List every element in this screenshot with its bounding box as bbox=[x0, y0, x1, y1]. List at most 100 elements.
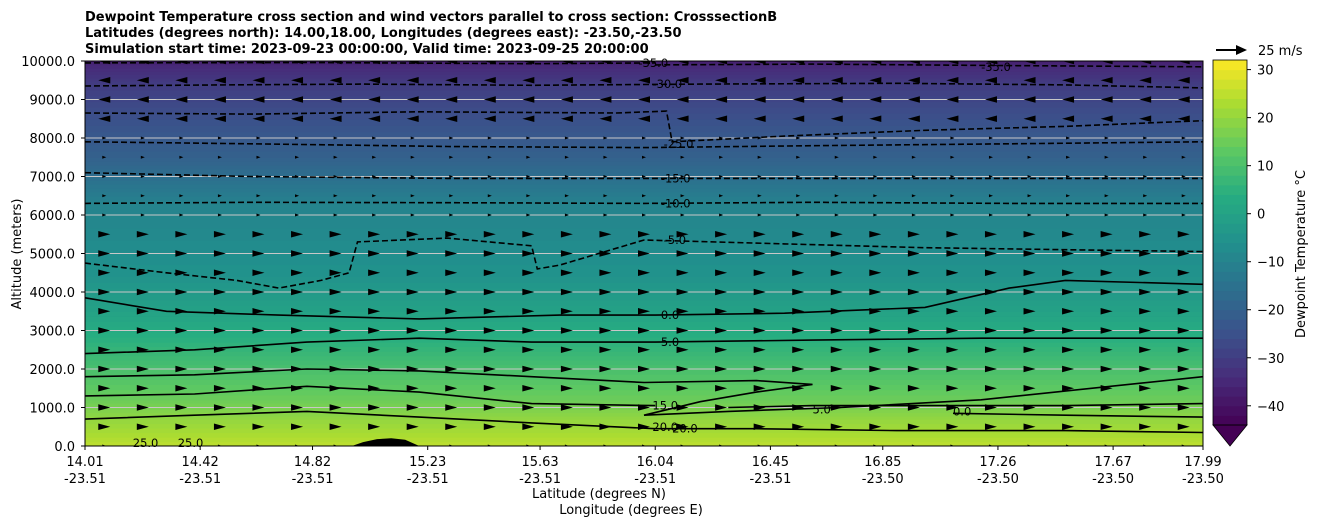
wind-vector bbox=[98, 327, 111, 334]
dewpoint-band bbox=[85, 157, 1203, 162]
wind-vector bbox=[792, 77, 805, 84]
wind-vector bbox=[98, 385, 111, 392]
wind-vector bbox=[757, 194, 762, 198]
wind-vector bbox=[830, 77, 843, 84]
wind-vector bbox=[560, 77, 573, 84]
dewpoint-band bbox=[85, 80, 1203, 85]
wind-vector bbox=[368, 231, 381, 238]
wind-vector bbox=[1143, 155, 1148, 159]
wind-vector bbox=[830, 327, 843, 334]
x-axis-label-latitude: Latitude (degrees N) bbox=[532, 487, 666, 502]
contour-label: -35.0 bbox=[638, 56, 668, 70]
wind-vector bbox=[560, 327, 573, 334]
wind-vector bbox=[406, 288, 419, 296]
wind-vector bbox=[406, 77, 419, 84]
dewpoint-band bbox=[85, 441, 1203, 446]
wind-vector bbox=[329, 61, 342, 65]
wind-vector bbox=[445, 404, 458, 411]
y-tick-label: 4000.0 bbox=[30, 286, 76, 301]
wind-vector bbox=[136, 288, 149, 296]
wind-vector bbox=[715, 385, 728, 392]
wind-vector bbox=[372, 175, 377, 178]
dewpoint-band bbox=[85, 369, 1203, 375]
wind-vector bbox=[406, 346, 419, 353]
colorbar-segment bbox=[1213, 136, 1247, 147]
wind-vector bbox=[140, 136, 145, 140]
dewpoint-band bbox=[85, 74, 1203, 79]
wind-vector bbox=[483, 269, 496, 276]
colorbar-segment bbox=[1213, 98, 1247, 109]
wind-vector bbox=[642, 136, 646, 140]
wind-vector bbox=[792, 404, 805, 411]
wind-vector bbox=[329, 308, 342, 315]
wind-vector bbox=[368, 404, 381, 411]
wind-vector bbox=[483, 327, 496, 334]
wind-vector bbox=[368, 115, 381, 122]
wind-vector bbox=[295, 194, 300, 198]
wind-vector bbox=[368, 250, 381, 257]
wind-vector bbox=[638, 269, 650, 276]
wind-vector bbox=[179, 175, 184, 178]
wind-vector bbox=[757, 213, 762, 217]
wind-vector bbox=[136, 269, 149, 276]
x-tick-label-lon: -23.50 bbox=[977, 472, 1019, 487]
dewpoint-band bbox=[85, 188, 1203, 193]
wind-vector bbox=[256, 194, 261, 198]
wind-vector bbox=[410, 175, 415, 178]
wind-vector bbox=[907, 404, 920, 411]
wind-vector bbox=[715, 250, 728, 257]
x-tick-label-lon: -23.51 bbox=[519, 472, 561, 487]
wind-vector bbox=[946, 327, 959, 334]
wind-vector bbox=[406, 96, 419, 103]
contour-line bbox=[85, 368, 1203, 416]
wind-vector bbox=[252, 231, 265, 238]
colorbar-segment bbox=[1213, 290, 1247, 301]
wind-vector bbox=[368, 423, 381, 430]
colorbar-segment bbox=[1213, 252, 1247, 263]
wind-vector bbox=[907, 61, 920, 65]
wind-vector bbox=[719, 213, 724, 217]
wind-vector bbox=[792, 423, 805, 430]
quiver-key-arrowhead bbox=[1236, 45, 1247, 55]
wind-vector bbox=[676, 404, 689, 411]
wind-vector bbox=[796, 136, 801, 140]
terrain bbox=[351, 438, 420, 446]
colorbar-segment bbox=[1213, 108, 1247, 119]
wind-vector bbox=[873, 213, 878, 217]
wind-vector bbox=[252, 115, 265, 122]
colorbar-segment bbox=[1213, 175, 1247, 186]
wind-vector bbox=[213, 365, 226, 373]
wind-vector bbox=[560, 115, 573, 122]
wind-vector bbox=[252, 250, 265, 257]
wind-vector bbox=[988, 194, 993, 198]
wind-vector bbox=[333, 155, 338, 159]
wind-vector bbox=[869, 231, 882, 238]
colorbar-label: Dewpoint Temperature °C bbox=[1294, 170, 1309, 338]
wind-vector bbox=[179, 155, 184, 159]
dewpoint-band bbox=[85, 399, 1203, 404]
contour-line bbox=[85, 385, 656, 407]
wind-vector bbox=[830, 115, 843, 122]
wind-vector bbox=[449, 155, 454, 159]
wind-vector bbox=[98, 250, 111, 257]
wind-vector bbox=[1139, 61, 1152, 65]
colorbar-segment bbox=[1213, 117, 1247, 128]
wind-vector bbox=[175, 231, 188, 238]
wind-vector bbox=[522, 423, 535, 430]
wind-vector bbox=[522, 231, 535, 238]
wind-vector bbox=[175, 250, 188, 257]
wind-vector bbox=[946, 96, 959, 103]
wind-vector bbox=[213, 61, 226, 65]
wind-vector bbox=[911, 175, 916, 178]
wind-vector bbox=[680, 136, 685, 140]
dewpoint-band bbox=[85, 428, 1203, 434]
wind-vector bbox=[1139, 96, 1152, 103]
wind-vector bbox=[984, 96, 997, 103]
wind-vector bbox=[1181, 155, 1186, 159]
wind-vector bbox=[642, 155, 646, 159]
wind-vector bbox=[291, 231, 304, 238]
wind-vector bbox=[449, 136, 454, 140]
x-axis-ticks: 14.01 -23.51 14.42 -23.51 14.82 -23.51 15.23 -2… bbox=[64, 446, 1224, 487]
wind-vector bbox=[483, 365, 496, 373]
wind-vector bbox=[291, 385, 304, 392]
